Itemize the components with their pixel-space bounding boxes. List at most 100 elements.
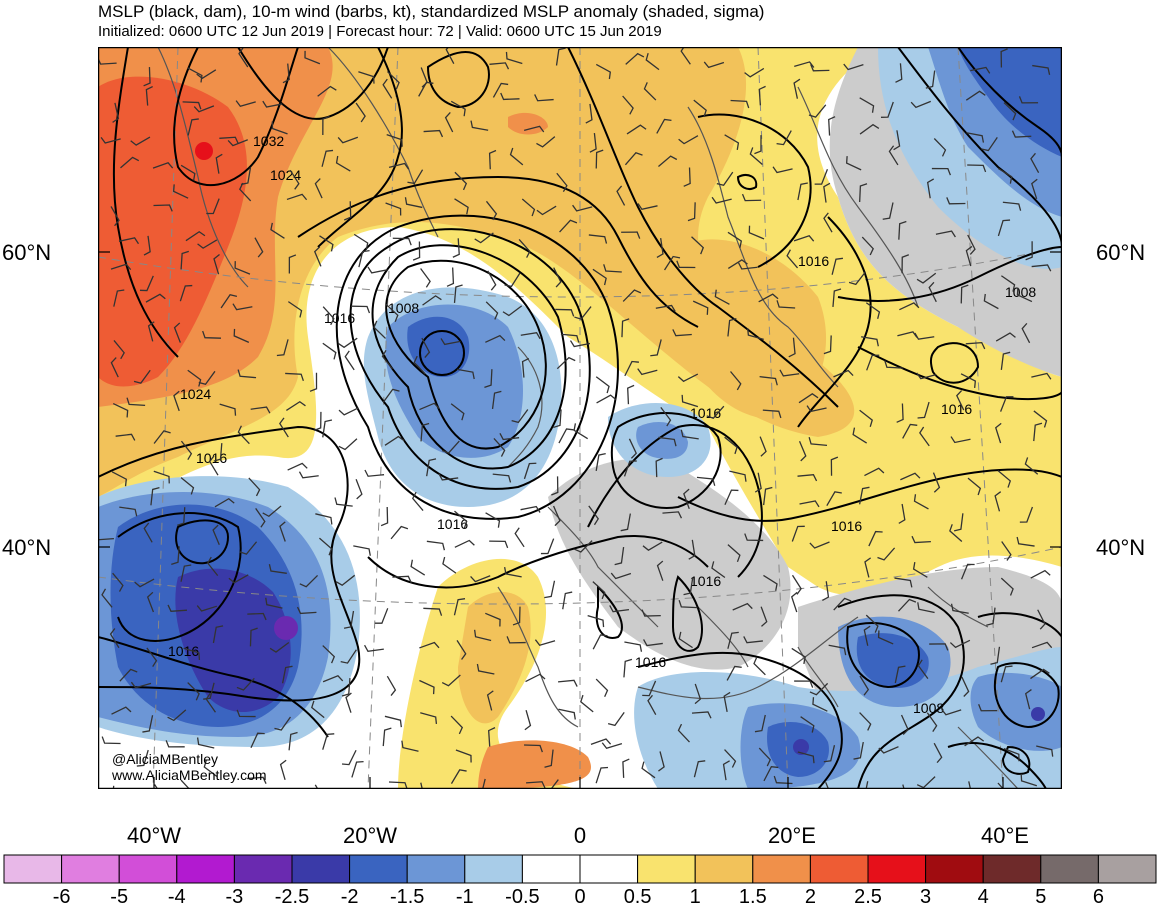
wind-barb <box>758 85 766 106</box>
wind-barb <box>353 233 369 250</box>
wind-barb <box>724 749 737 768</box>
wind-barb <box>338 438 358 451</box>
wind-barb <box>441 674 461 687</box>
wind-barb <box>888 145 899 166</box>
wind-barb <box>622 758 630 778</box>
colorbar-label: -4 <box>167 886 186 908</box>
wind-barb <box>337 337 358 349</box>
wind-barb <box>485 512 501 528</box>
wind-barb <box>180 250 189 270</box>
wind-barb <box>521 198 536 217</box>
wind-barb <box>760 606 768 627</box>
wind-barb <box>656 238 664 258</box>
wind-barb <box>823 182 831 203</box>
wind-barb <box>176 507 186 526</box>
wind-barb <box>364 469 385 477</box>
wind-barb <box>534 94 554 102</box>
wind-barb <box>551 476 559 496</box>
wind-barb <box>688 539 696 560</box>
wind-barb <box>727 318 737 337</box>
wind-barb <box>281 665 293 684</box>
colorbar-label: -5 <box>110 886 129 908</box>
wind-barb <box>319 235 334 252</box>
wind-barb <box>1030 152 1040 174</box>
wind-barb <box>627 384 635 405</box>
wind-barb <box>743 636 763 644</box>
wind-barb <box>420 712 438 724</box>
wind-barb <box>626 124 647 135</box>
wind-barb <box>967 234 976 255</box>
wind-barb <box>609 605 630 613</box>
wind-barb <box>763 574 778 591</box>
wind-barb <box>677 373 699 383</box>
wind-barb <box>341 749 357 766</box>
wind-barb <box>1000 48 1008 68</box>
wind-barb <box>763 765 779 782</box>
wind-barb <box>232 303 253 311</box>
colorbar-swatch <box>3 854 63 884</box>
wind-barb <box>248 477 261 497</box>
wind-barb <box>212 524 220 545</box>
wind-barb <box>949 639 971 649</box>
wind-barb <box>112 402 129 418</box>
wind-barb <box>983 293 999 310</box>
wind-barb <box>423 607 443 616</box>
wind-barb <box>355 102 366 123</box>
wind-barb <box>898 220 907 240</box>
wind-barb <box>917 659 929 679</box>
wind-barb <box>848 271 867 286</box>
wind-barb <box>344 350 355 371</box>
colorbar-label: 0 <box>574 886 586 908</box>
wind-barb <box>748 225 765 240</box>
wind-barb <box>691 236 705 255</box>
colorbar-swatch <box>176 854 235 884</box>
credit-url[interactable]: www.AliciaMBentley.com <box>112 767 267 783</box>
wind-barb <box>729 470 747 482</box>
wind-barb <box>641 761 656 779</box>
wind-barb <box>296 606 317 615</box>
wind-barb <box>1037 609 1046 630</box>
colorbar-swatch <box>925 854 984 884</box>
wind-barb <box>100 136 121 144</box>
wind-barb <box>380 506 389 527</box>
wind-barb <box>588 505 600 526</box>
wind-barb <box>624 641 643 652</box>
wind-barb <box>421 337 431 358</box>
wind-barb <box>808 437 828 447</box>
wind-barb <box>950 603 969 614</box>
wind-barb <box>101 736 121 745</box>
wind-barb <box>786 249 799 269</box>
wind-barb <box>555 47 566 66</box>
wind-barb <box>442 556 457 574</box>
wind-barb <box>110 206 120 227</box>
wind-barb <box>514 527 525 548</box>
wind-barb <box>711 196 732 204</box>
wind-barb <box>407 169 424 185</box>
wind-barb <box>595 63 612 80</box>
isobar-label: 1032 <box>253 133 284 149</box>
wind-barb <box>411 491 424 512</box>
wind-barb <box>858 486 870 505</box>
wind-barb <box>282 63 290 84</box>
lon-label-20w: 20°W <box>342 823 398 848</box>
wind-barb <box>343 201 352 221</box>
wind-barb <box>691 711 712 719</box>
wind-barb <box>485 200 498 221</box>
wind-barb <box>826 491 842 507</box>
wind-barb <box>335 574 356 587</box>
wind-barb <box>450 100 466 117</box>
wind-barb <box>896 403 904 423</box>
wind-barb <box>1033 410 1048 428</box>
wind-barb <box>450 403 465 421</box>
wind-barb <box>552 505 561 527</box>
wind-barb <box>637 203 658 211</box>
wind-barb <box>794 680 814 688</box>
wind-barb <box>589 132 597 153</box>
wind-barb <box>797 182 808 201</box>
wind-barb <box>453 598 466 616</box>
wind-barb <box>180 564 192 582</box>
wind-barb <box>758 293 779 303</box>
wind-barb <box>913 494 929 510</box>
wind-barb <box>642 541 663 551</box>
wind-barb <box>1032 64 1051 75</box>
